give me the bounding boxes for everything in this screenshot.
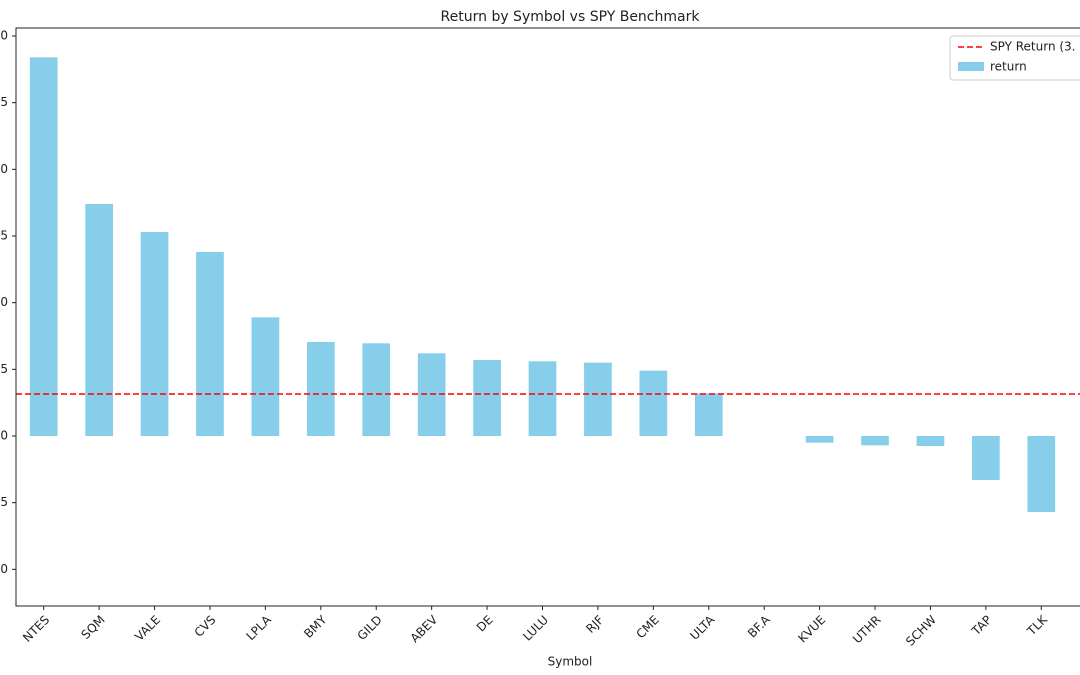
bar: [528, 361, 557, 436]
y-tick-label: -10: [0, 562, 8, 576]
legend-label: return: [990, 60, 1027, 74]
bar: [694, 393, 723, 436]
bar: [473, 360, 501, 436]
x-tick-label: DE: [474, 613, 496, 635]
y-tick-label: 15: [0, 229, 8, 243]
bar: [584, 362, 612, 436]
bar: [85, 204, 113, 436]
y-tick-label: 0: [0, 429, 8, 443]
x-tick-label: LULU: [520, 613, 551, 644]
bar: [251, 317, 280, 436]
x-tick-label: ULTA: [687, 612, 718, 643]
bar: [1027, 436, 1056, 512]
bar: [140, 232, 169, 436]
x-tick-label: TAP: [968, 613, 994, 639]
bar: [916, 436, 945, 446]
x-tick-label: BF.A: [745, 612, 773, 640]
y-tick-label: 20: [0, 162, 8, 176]
bar: [196, 252, 224, 436]
x-tick-label: SCHW: [903, 613, 939, 649]
bar: [805, 436, 834, 443]
x-tick-label: CVS: [192, 613, 219, 640]
x-tick-label: UTHR: [850, 613, 884, 647]
y-tick-label: -5: [0, 495, 8, 509]
y-tick-label: 10: [0, 295, 8, 309]
bar: [861, 436, 889, 446]
y-tick-label: 30: [0, 29, 8, 43]
x-tick-label: TLK: [1024, 612, 1051, 639]
x-tick-label: RJF: [583, 613, 606, 636]
axes-frame: [15, 27, 1080, 607]
legend-label: SPY Return (3.: [990, 40, 1076, 54]
bar: [972, 436, 1000, 480]
x-tick-label: CME: [633, 613, 662, 642]
x-tick-label: VALE: [132, 613, 163, 644]
bar: [306, 342, 335, 436]
bar: [639, 370, 668, 436]
x-tick-label: SQM: [78, 613, 107, 642]
y-tick-label: 5: [0, 362, 8, 376]
x-tick-label: ABEV: [408, 612, 441, 645]
x-tick-label: BMY: [301, 612, 330, 641]
x-tick-label: GILD: [355, 613, 385, 643]
bar: [362, 343, 391, 436]
x-tick-label: NTES: [20, 613, 52, 645]
bar: [29, 57, 58, 436]
x-tick-label: KVUE: [795, 613, 828, 646]
y-tick-label: 25: [0, 95, 8, 109]
legend-swatch: [958, 62, 984, 71]
chart-title: Return by Symbol vs SPY Benchmark: [441, 9, 701, 25]
x-tick-label: LPLA: [244, 612, 275, 643]
x-axis-label: Symbol: [548, 655, 593, 669]
